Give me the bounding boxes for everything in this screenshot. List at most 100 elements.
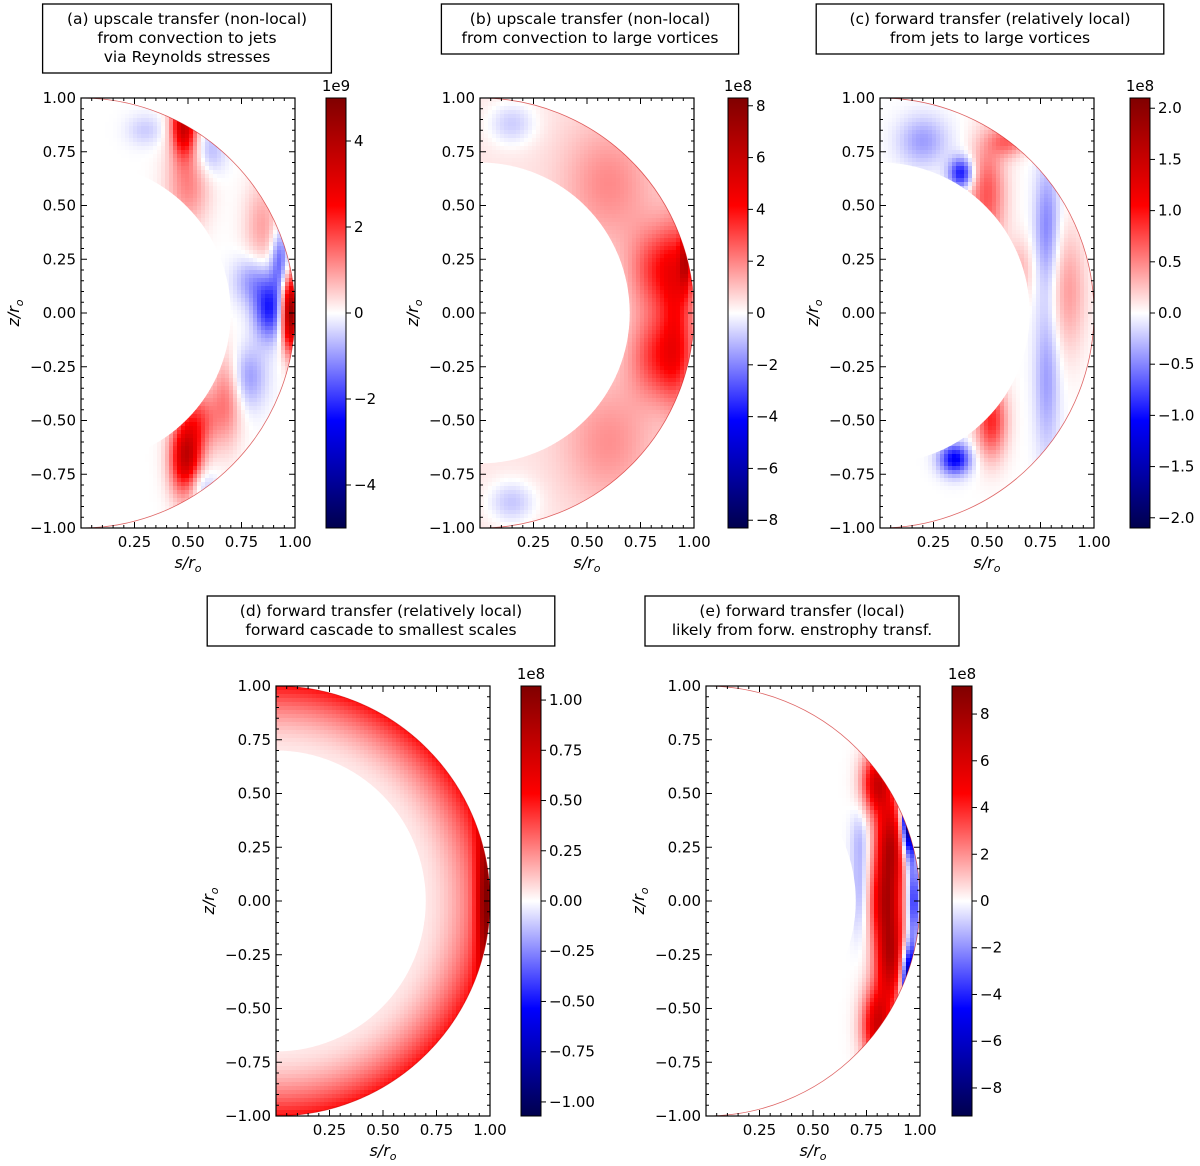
heatmap-cell xyxy=(237,350,241,354)
heatmap-cell xyxy=(249,274,253,278)
heatmap-cell xyxy=(612,202,616,206)
heatmap-cell xyxy=(504,106,508,110)
heatmap-cell xyxy=(261,318,265,322)
heatmap-cell xyxy=(261,270,265,274)
heatmap-cell xyxy=(237,314,241,318)
heatmap-cell xyxy=(572,490,576,494)
heatmap-cell xyxy=(624,290,628,294)
heatmap-cell xyxy=(572,438,576,442)
heatmap-cell xyxy=(648,326,652,330)
heatmap-cell xyxy=(512,518,516,522)
x-tick-label: 1.00 xyxy=(278,533,311,551)
heatmap-cell xyxy=(137,166,141,170)
heatmap-cell xyxy=(644,434,648,438)
heatmap-cell xyxy=(584,418,588,422)
heatmap-cell xyxy=(193,498,197,502)
heatmap-cell xyxy=(93,150,97,154)
heatmap-cell xyxy=(500,458,504,462)
heatmap-cell xyxy=(137,130,141,134)
heatmap-cell xyxy=(560,182,564,186)
heatmap-cell xyxy=(496,478,500,482)
heatmap-cell xyxy=(229,394,233,398)
heatmap-cell xyxy=(592,146,596,150)
heatmap-cell xyxy=(213,370,217,374)
heatmap-cell xyxy=(125,494,129,498)
heatmap-cell xyxy=(504,162,508,166)
heatmap-cell xyxy=(101,458,105,462)
heatmap-cell xyxy=(652,334,656,338)
heatmap-cell xyxy=(205,470,209,474)
heatmap-cell xyxy=(193,442,197,446)
heatmap-cell xyxy=(233,254,237,258)
heatmap-cell xyxy=(532,158,536,162)
heatmap-cell xyxy=(133,466,137,470)
heatmap-cell xyxy=(237,174,241,178)
heatmap-cell xyxy=(221,214,225,218)
heatmap-cell xyxy=(257,422,261,426)
heatmap-cell xyxy=(209,198,213,202)
heatmap-cell xyxy=(137,134,141,138)
heatmap-cell xyxy=(620,234,624,238)
heatmap-cell xyxy=(217,466,221,470)
heatmap-cell xyxy=(632,294,636,298)
heatmap-cell xyxy=(480,134,484,138)
heatmap-cell xyxy=(257,214,261,218)
heatmap-cell xyxy=(616,466,620,470)
heatmap-cell xyxy=(165,134,169,138)
heatmap-cell xyxy=(141,490,145,494)
heatmap-cell xyxy=(600,178,604,182)
heatmap-cell xyxy=(652,210,656,214)
heatmap-cell xyxy=(564,482,568,486)
heatmap-cell xyxy=(612,154,616,158)
heatmap-cell xyxy=(261,430,265,434)
heatmap-cell xyxy=(185,434,189,438)
heatmap-cell xyxy=(245,294,249,298)
heatmap-cell xyxy=(169,430,173,434)
heatmap-cell xyxy=(564,158,568,162)
heatmap-cell xyxy=(129,106,133,110)
heatmap-cell xyxy=(193,134,197,138)
heatmap-cell xyxy=(652,410,656,414)
heatmap-cell xyxy=(101,126,105,130)
heatmap-cell xyxy=(229,270,233,274)
heatmap-cell xyxy=(201,174,205,178)
heatmap-cell xyxy=(105,522,109,526)
heatmap-cell xyxy=(604,394,608,398)
heatmap-cell xyxy=(209,398,213,402)
heatmap-cell xyxy=(576,482,580,486)
heatmap-cell xyxy=(652,374,656,378)
heatmap-cell xyxy=(640,318,644,322)
heatmap-cell xyxy=(544,138,548,142)
heatmap-cell xyxy=(636,398,640,402)
heatmap-cell xyxy=(588,206,592,210)
heatmap-cell xyxy=(85,122,89,126)
heatmap-cell xyxy=(612,242,616,246)
heatmap-cell xyxy=(173,442,177,446)
heatmap-cell xyxy=(237,222,241,226)
heatmap-cell xyxy=(253,314,257,318)
heatmap-cell xyxy=(89,154,93,158)
heatmap-cell xyxy=(524,474,528,478)
heatmap-cell xyxy=(229,210,233,214)
heatmap-cell xyxy=(181,482,185,486)
heatmap-cell xyxy=(604,398,608,402)
heatmap-cell xyxy=(648,298,652,302)
heatmap-cell xyxy=(488,150,492,154)
heatmap-cell xyxy=(536,470,540,474)
heatmap-cell xyxy=(512,146,516,150)
heatmap-cell xyxy=(580,182,584,186)
heatmap-cell xyxy=(277,370,281,374)
heatmap-cell xyxy=(261,330,265,334)
heatmap-cell xyxy=(257,302,261,306)
heatmap-cell xyxy=(500,506,504,510)
heatmap-cell xyxy=(261,338,265,342)
heatmap-cell xyxy=(560,458,564,462)
heatmap-cell xyxy=(644,322,648,326)
heatmap-cell xyxy=(177,482,181,486)
heatmap-cell xyxy=(229,342,233,346)
heatmap-cell xyxy=(145,134,149,138)
heatmap-cell xyxy=(137,474,141,478)
heatmap-cell xyxy=(157,486,161,490)
heatmap-cell xyxy=(596,138,600,142)
heatmap-cell xyxy=(536,110,540,114)
